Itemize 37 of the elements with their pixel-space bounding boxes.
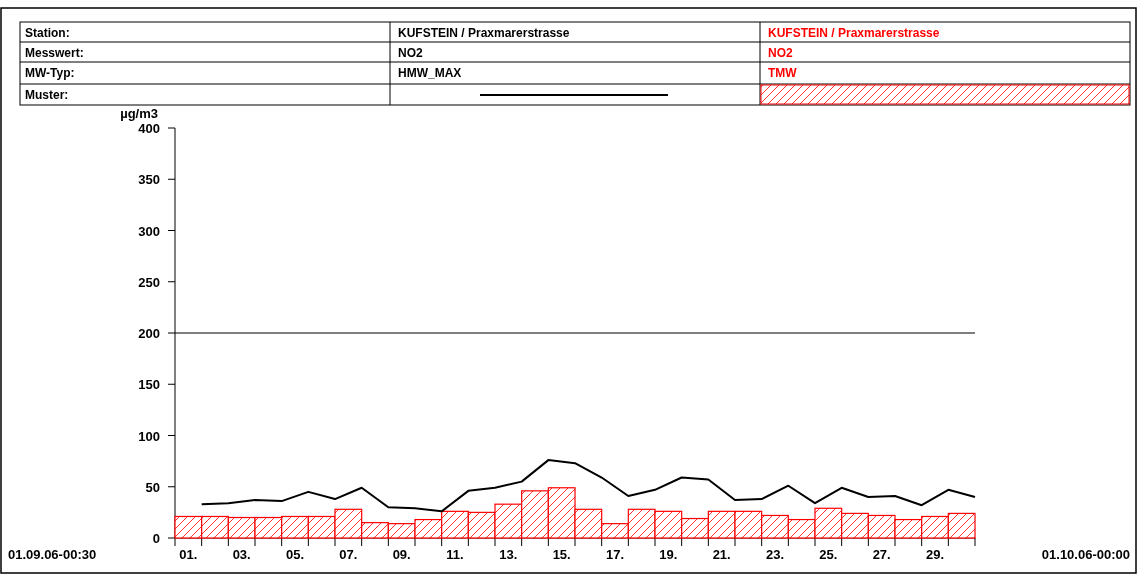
y-tick-label: 400: [138, 121, 160, 136]
text: Muster:: [25, 88, 69, 102]
y-tick-label: 150: [138, 377, 160, 393]
x-tick-label: 01.: [179, 547, 198, 562]
text: Station:: [25, 26, 70, 40]
y-tick-label: 0: [152, 531, 160, 546]
text: 01.10.06-00:00: [1041, 547, 1130, 562]
x-tick-label: 09.: [392, 547, 411, 562]
y-tick-label: 50: [145, 479, 160, 495]
text: KUFSTEIN / Praxmarerstrasse: [768, 26, 940, 40]
x-tick-label: 07.: [339, 547, 358, 562]
text: TMW: [768, 66, 798, 80]
x-tick-label: 29.: [925, 547, 945, 562]
text: KUFSTEIN / Praxmarerstrasse: [398, 26, 570, 40]
x-tick-label: 03.: [232, 547, 251, 562]
x-tick-label: 23.: [765, 547, 785, 562]
x-tick-label: 11.: [446, 547, 464, 562]
y-tick-label: 250: [138, 274, 160, 290]
text: MW-Typ:: [25, 66, 75, 80]
x-tick-label: 27.: [872, 547, 891, 562]
x-tick-label: 17.: [605, 547, 625, 562]
x-tick-label: 21.: [712, 547, 731, 562]
x-tick-label: 13.: [499, 547, 518, 562]
text: NO2: [398, 46, 423, 60]
y-tick-label: 100: [138, 428, 160, 444]
text: 01.09.06-00:30: [8, 547, 97, 562]
x-tick-label: 05.: [285, 547, 305, 562]
text: Messwert:: [25, 46, 84, 60]
x-tick-label: 19.: [659, 547, 678, 562]
y-tick-label: 300: [138, 223, 160, 239]
text: HMW_MAX: [398, 66, 462, 80]
y-tick-label: 200: [138, 326, 160, 341]
y-axis-title: µg/m3: [120, 106, 158, 121]
y-tick-label: 350: [138, 172, 160, 188]
text: NO2: [768, 46, 793, 60]
x-tick-label: 15.: [552, 547, 571, 562]
x-tick-label: 25.: [819, 547, 838, 562]
